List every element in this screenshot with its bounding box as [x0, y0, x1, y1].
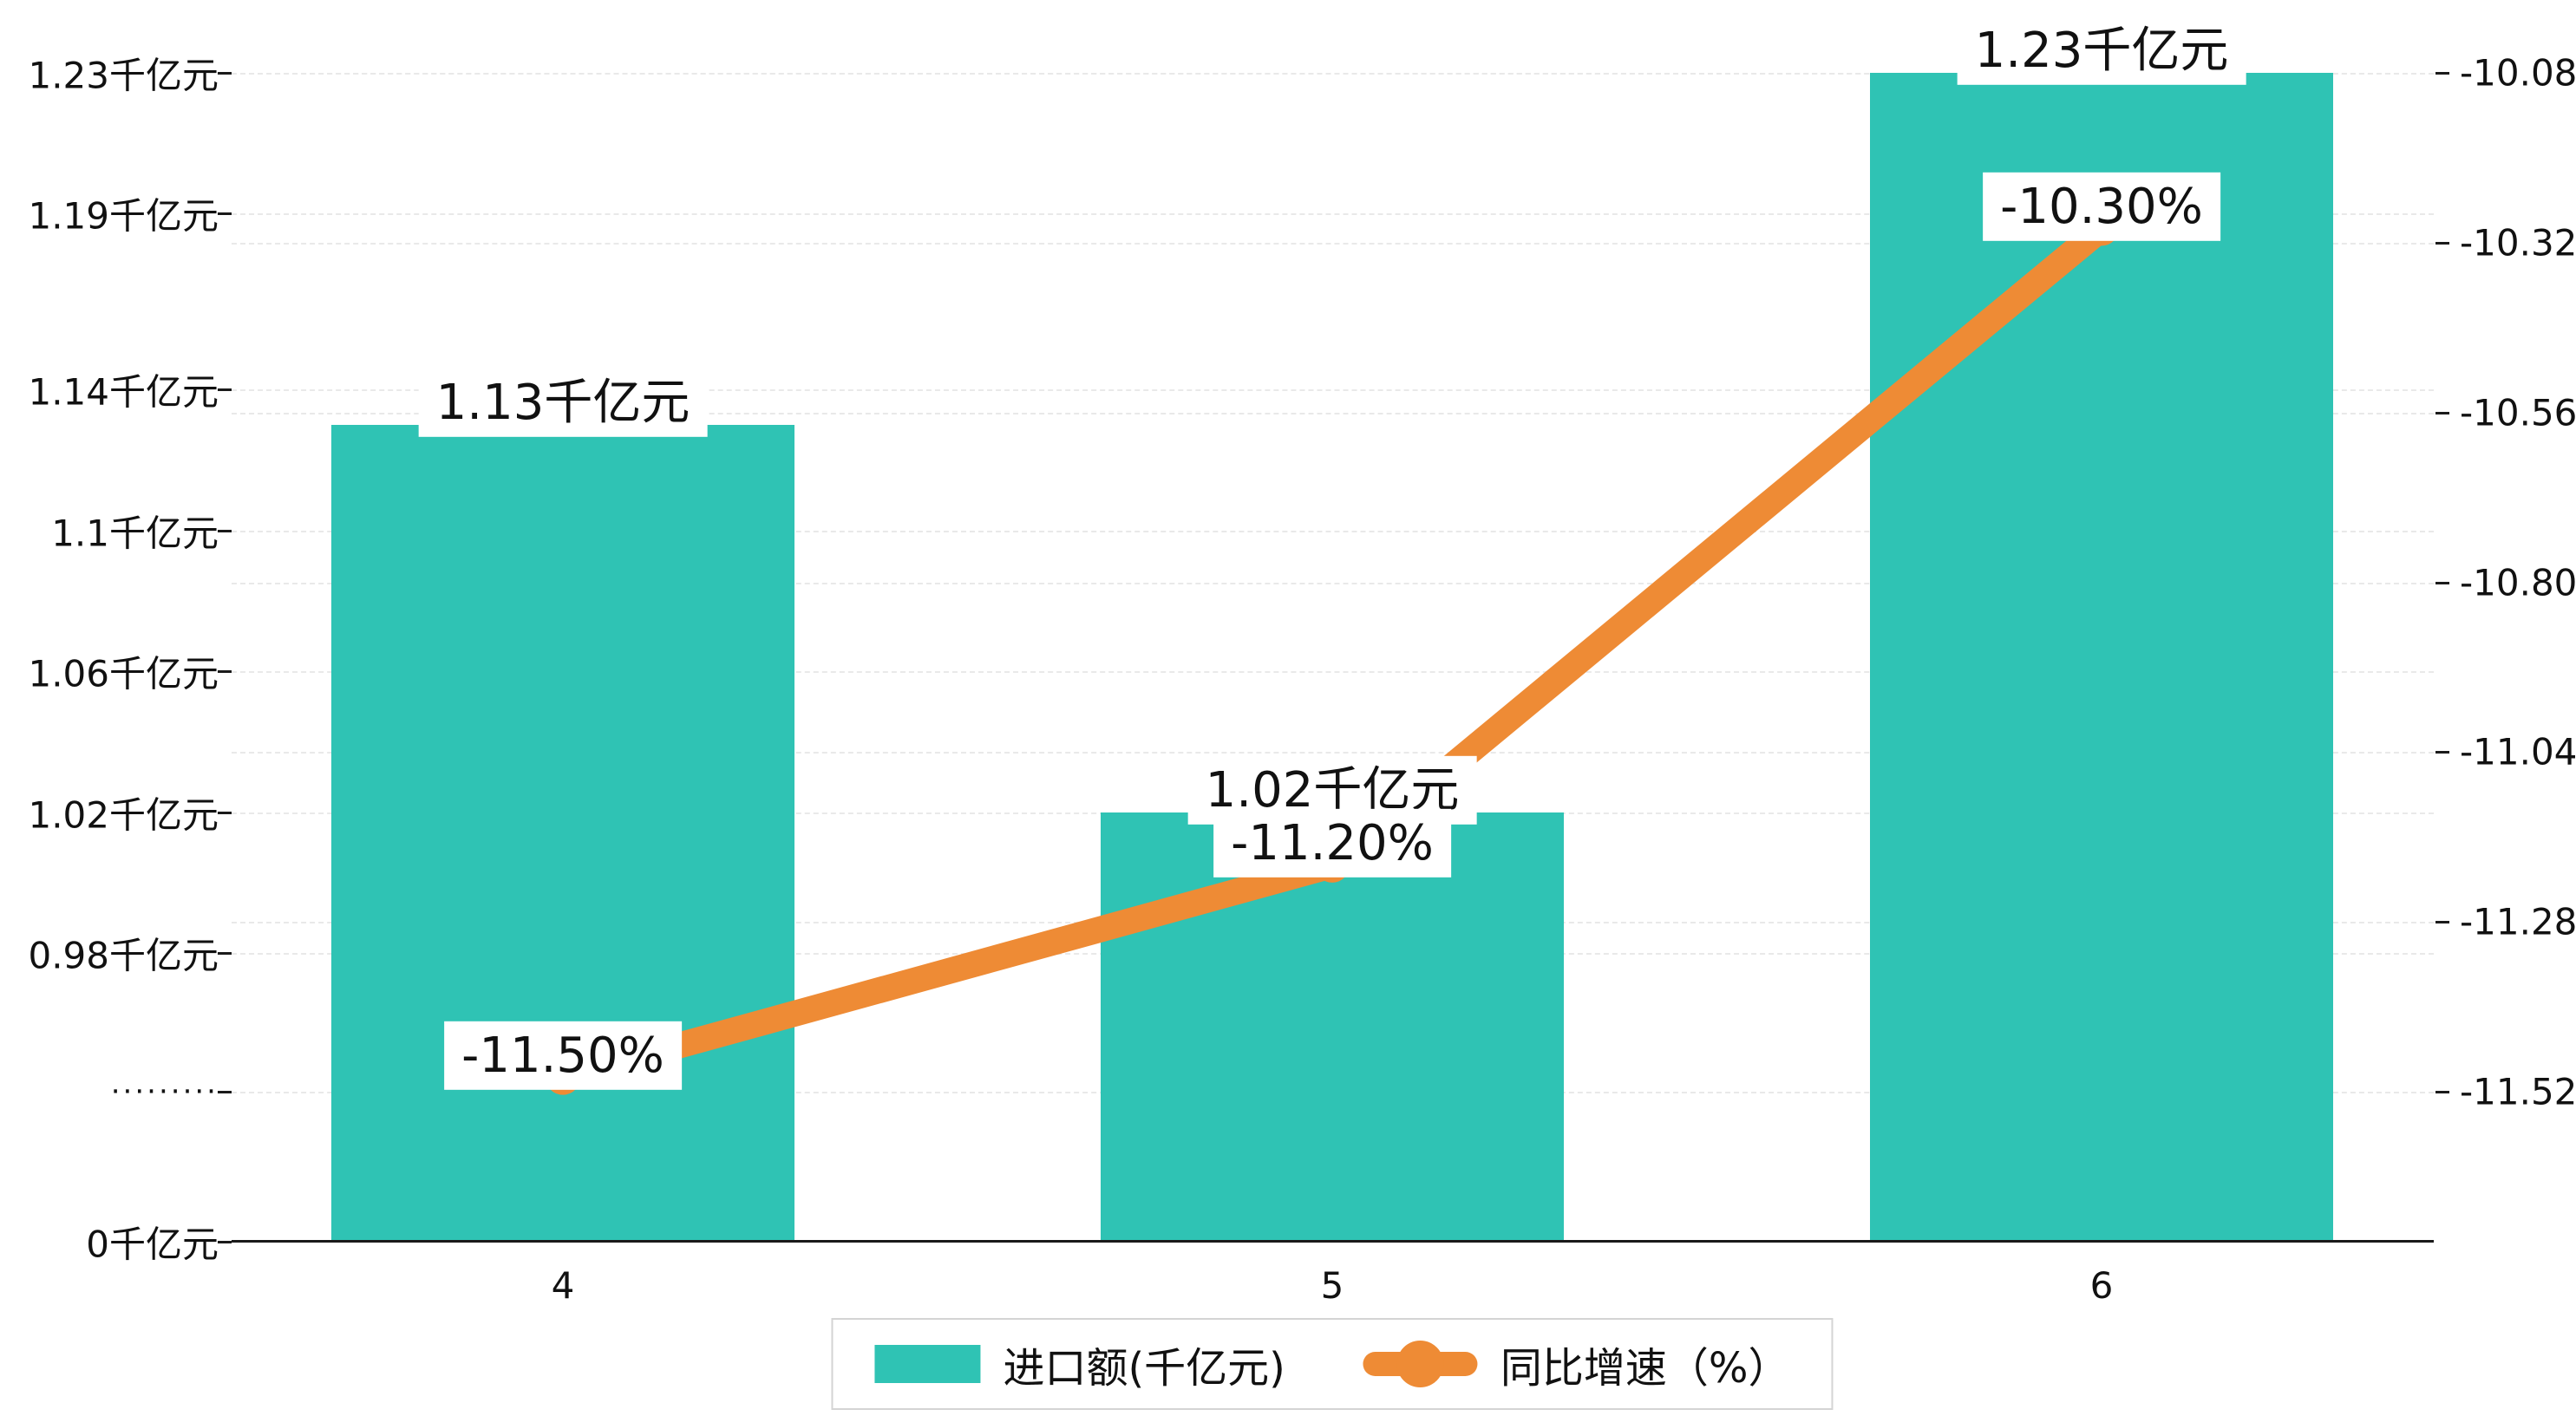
right-axis-tick-mark	[2435, 581, 2449, 584]
left-axis-tick-mark	[218, 388, 232, 392]
right-axis-tick-mark	[2435, 241, 2449, 245]
legend-label-import: 进口额(千亿元)	[1003, 1344, 1285, 1393]
left-axis-tick-mark	[218, 529, 232, 532]
x-axis-category-label: 4	[551, 1264, 575, 1307]
bar-month-4	[331, 425, 794, 1242]
left-axis-tick-mark	[218, 952, 232, 955]
left-axis-tick-label: 1.02千亿元	[28, 793, 219, 837]
line-value-label: -11.50%	[444, 1021, 682, 1090]
right-axis-tick-label: -10.08	[2460, 51, 2576, 95]
right-axis-tick-mark	[2435, 1091, 2449, 1093]
right-axis-tick-mark	[2435, 921, 2449, 924]
legend: 进口额(千亿元) 同比增速（%）	[831, 1318, 1834, 1410]
legend-item-import: 进口额(千亿元)	[874, 1334, 1285, 1394]
x-axis-line	[232, 1240, 2434, 1243]
right-axis-tick-mark	[2435, 72, 2449, 75]
h-gridline	[232, 213, 2434, 216]
x-axis-category-label: 6	[2089, 1264, 2114, 1307]
left-axis-tick-mark	[218, 1241, 232, 1243]
legend-line-swatch	[1363, 1341, 1478, 1387]
h-gridline	[232, 73, 2434, 75]
left-axis-tick-label: 1.1千亿元	[51, 512, 219, 555]
left-axis-tick-mark	[218, 1091, 232, 1093]
left-axis-tick-label: 0.98千亿元	[28, 934, 219, 977]
right-axis-tick-label: -10.32	[2460, 221, 2576, 264]
left-axis-tick-mark	[218, 811, 232, 814]
left-axis-tick-label: 1.06千亿元	[28, 652, 219, 695]
right-axis-tick-label: -11.04	[2460, 730, 2576, 773]
bar-value-label: 1.23千亿元	[1957, 16, 2246, 85]
left-axis-tick-mark	[218, 670, 232, 674]
right-axis-tick-mark	[2435, 411, 2449, 414]
left-axis-tick-label: 1.19千亿元	[28, 194, 219, 238]
legend-bar-swatch	[874, 1345, 981, 1383]
legend-item-growth: 同比增速（%）	[1363, 1334, 1790, 1394]
right-axis-tick-label: -11.28	[2460, 900, 2576, 943]
right-axis-tick-label: -10.80	[2460, 561, 2576, 604]
left-axis-tick-mark	[218, 212, 232, 216]
legend-line-dot-icon	[1396, 1341, 1444, 1387]
line-value-label: -10.30%	[1983, 172, 2220, 241]
right-axis-tick-label: -11.52	[2460, 1070, 2576, 1113]
legend-label-growth: 同比增速（%）	[1500, 1344, 1790, 1393]
bar-month-6	[1870, 73, 2333, 1242]
bar-value-label: 1.13千亿元	[418, 368, 708, 437]
right-axis-tick-mark	[2435, 751, 2449, 754]
x-axis-category-label: 5	[1320, 1264, 1344, 1307]
left-axis-break-label: ·········	[110, 1074, 219, 1109]
line-value-label: -11.20%	[1213, 808, 1451, 878]
right-axis-tick-label: -10.56	[2460, 391, 2576, 434]
left-axis-tick-label: 1.14千亿元	[28, 370, 219, 414]
left-axis-zero-label: 0千亿元	[86, 1223, 219, 1266]
left-axis-tick-mark	[218, 72, 232, 75]
left-axis-tick-label: 1.23千亿元	[28, 54, 219, 97]
